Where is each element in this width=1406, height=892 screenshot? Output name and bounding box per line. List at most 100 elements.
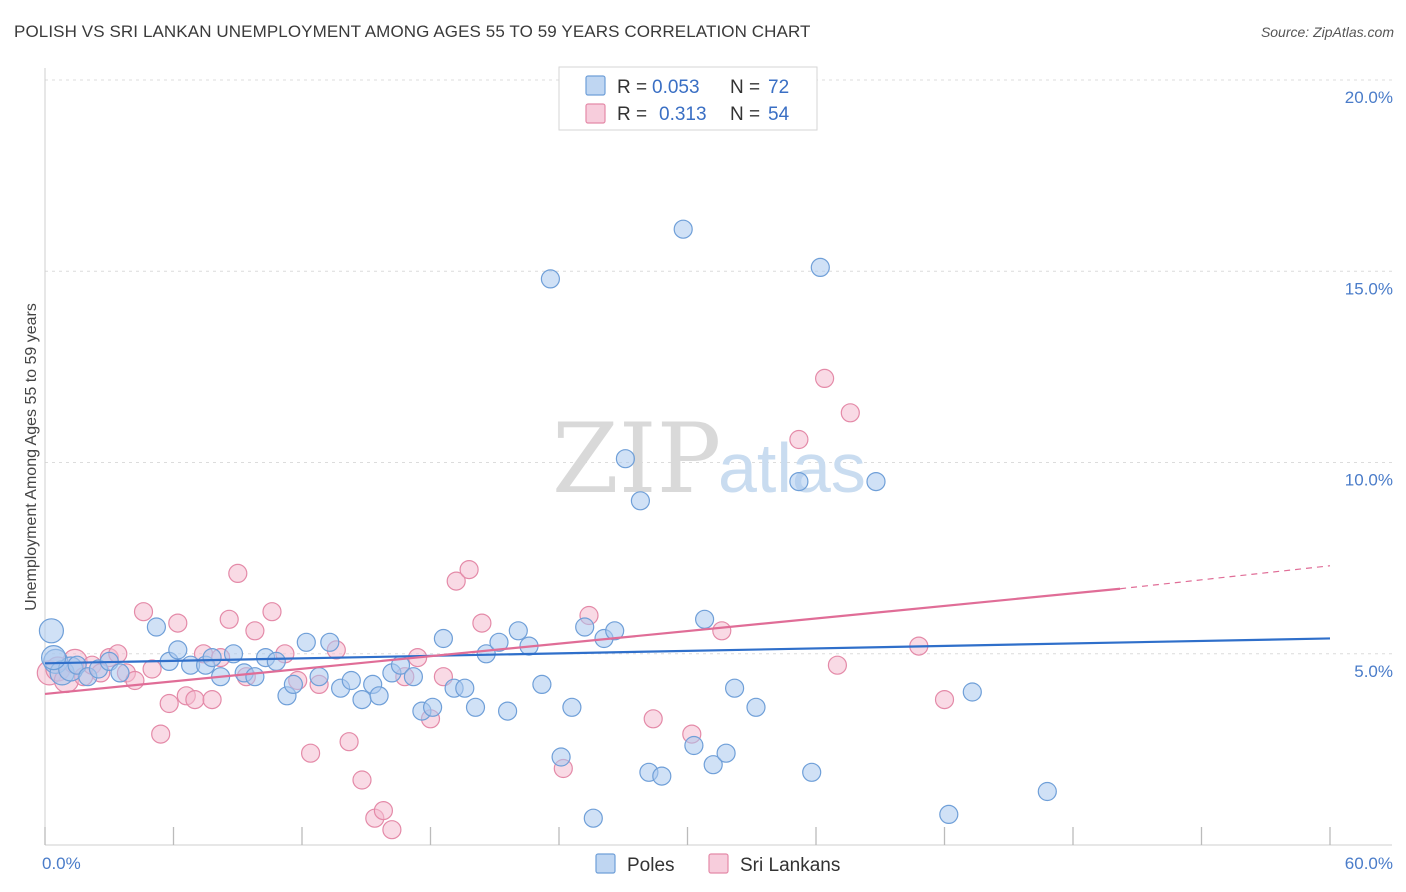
sri-lankans-point-19 (202, 689, 222, 710)
poles-point-20 (266, 651, 286, 672)
legend-r-value-sri-lankans: 0.313 (659, 104, 707, 125)
poles-point-56 (652, 766, 672, 786)
poles-point-38 (455, 678, 475, 698)
x-tick-label-1: 60.0% (1345, 854, 1393, 873)
sri-lankans-point-22 (228, 563, 248, 584)
poles-point-52 (605, 621, 625, 641)
poles-point-57 (673, 219, 693, 239)
poles-point-43 (508, 621, 528, 641)
poles-point-41 (489, 632, 509, 652)
poles-point-9 (146, 617, 166, 637)
sri-lankans-point-45 (643, 709, 663, 729)
legend-n-value-sri-lankans: 54 (768, 104, 790, 125)
poles-point-59 (694, 609, 715, 629)
legend-r-label-sri-lankans: R = (617, 104, 647, 125)
sri-lankans-point-28 (301, 743, 321, 763)
sri-lankans-point-14 (159, 693, 179, 714)
sri-lankans-point-24 (245, 621, 265, 641)
sri-lankans-trend-line (44, 587, 1121, 696)
x-tick-label-0: 0.0% (42, 854, 81, 873)
sri-lankans-point-48 (789, 429, 809, 450)
poles-point-49 (575, 617, 595, 637)
poles-point-33 (403, 667, 423, 687)
poles-point-60 (703, 755, 723, 775)
poles-point-54 (630, 491, 651, 511)
poles-point-58 (684, 735, 704, 756)
sri-lankans-point-40 (446, 571, 466, 591)
poles-point-67 (866, 472, 886, 492)
poles-point-64 (789, 472, 809, 492)
poles-point-47 (551, 747, 571, 767)
grid-lines (45, 79, 1392, 655)
poles-point-46 (540, 269, 561, 289)
sri-lankans-point-42 (472, 613, 492, 633)
legend-n-value-poles: 72 (768, 77, 789, 98)
bottom-legend-swatch-sri-lankans (708, 853, 729, 874)
poles-point-28 (352, 689, 372, 710)
poles-point-63 (746, 697, 766, 717)
legend-swatch-poles (585, 75, 606, 96)
poles-point-68 (939, 804, 959, 825)
sri-lankans-point-34 (373, 800, 393, 821)
poles-point-39 (465, 697, 486, 717)
poles-point-61 (716, 743, 736, 763)
poles-point-18 (245, 667, 265, 687)
poles-point-24 (309, 667, 329, 687)
poles-point-66 (810, 257, 830, 277)
poles-point-65 (802, 762, 822, 782)
y-axis-label: Unemployment Among Ages 55 to 59 years (23, 303, 40, 611)
legend-r-label-poles: R = (617, 77, 647, 98)
poles-point-42 (498, 701, 518, 721)
sri-lankans-point-17 (185, 689, 205, 710)
bottom-legend-label-sri-lankans: Sri Lankans (740, 855, 840, 876)
poles-point-69 (962, 682, 982, 702)
sri-lankans-point-13 (151, 724, 171, 744)
chart-title: POLISH VS SRI LANKAN UNEMPLOYMENT AMONG … (14, 22, 811, 41)
poles-point-23 (296, 632, 316, 652)
poles-point-62 (724, 678, 745, 698)
sri-lankans-point-35 (382, 820, 402, 840)
legend-n-label-sri-lankans: N = (730, 104, 760, 125)
poles-trend-line (44, 637, 1331, 665)
trend-lines (44, 565, 1331, 696)
series-legend: Poles Sri Lankans (595, 853, 840, 876)
sri-lankans-point-21 (219, 609, 239, 629)
poles-point-50 (583, 808, 603, 828)
poles-point-71 (40, 644, 67, 671)
legend-r-value-poles: 0.053 (652, 77, 700, 98)
watermark: ZIP atlas (552, 403, 866, 515)
sri-lankans-point-53 (934, 689, 955, 710)
y-tick-label-2: 15.0% (1345, 279, 1393, 298)
sri-lankans-point-47 (712, 621, 732, 641)
sri-lankans-point-25 (262, 602, 282, 622)
sri-lankans-point-11 (133, 602, 154, 622)
poles-point-45 (532, 674, 552, 695)
poles-point-0 (38, 618, 65, 644)
sri-lankans-point-31 (339, 732, 359, 752)
poles-point-35 (423, 697, 443, 717)
poles-point-53 (615, 449, 636, 469)
y-tick-label-0: 5.0% (1354, 662, 1393, 681)
poles-point-14 (202, 647, 222, 668)
legend-n-label-poles: N = (730, 77, 760, 98)
y-tick-label-3: 20.0% (1345, 88, 1393, 107)
sri-lankans-point-32 (352, 770, 372, 790)
sri-lankans-point-51 (840, 403, 860, 423)
poles-point-70 (1037, 781, 1057, 802)
tick-labels: 5.0% 10.0% 15.0% 20.0% 0.0% 60.0% (42, 88, 1393, 873)
poles-point-30 (369, 686, 389, 706)
poles-point-8 (110, 663, 130, 683)
bottom-legend-label-poles: Poles (627, 855, 675, 876)
sri-lankans-point-49 (814, 368, 835, 388)
poles-point-16 (223, 644, 244, 664)
sri-lankans-point-12 (142, 659, 162, 679)
poles-point-36 (433, 628, 453, 649)
poles-point-11 (168, 640, 188, 660)
y-tick-label-1: 10.0% (1345, 471, 1393, 490)
poles-points (38, 219, 1057, 828)
poles-point-48 (562, 697, 582, 717)
correlation-legend: R = 0.053 N = 72 R = 0.313 N = 54 (558, 66, 818, 131)
poles-point-25 (320, 632, 340, 652)
poles-point-27 (341, 670, 361, 691)
